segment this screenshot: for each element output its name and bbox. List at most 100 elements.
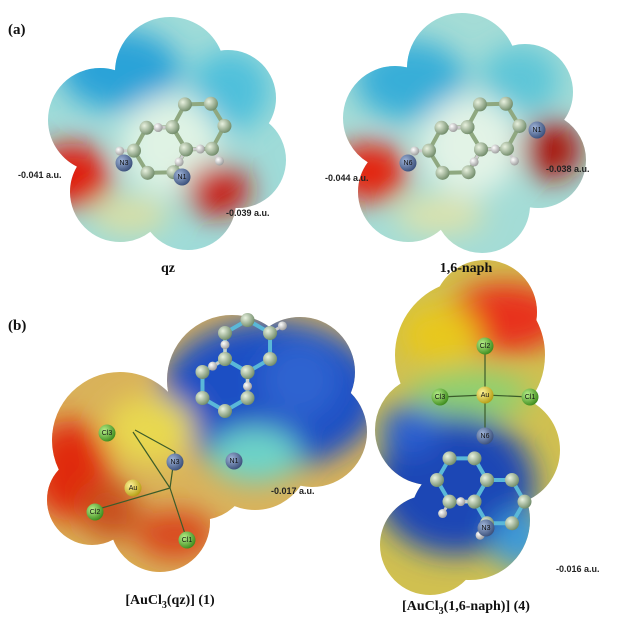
atom [472, 97, 487, 112]
coordination-bond [94, 487, 171, 511]
atom [263, 326, 278, 340]
atom [218, 404, 232, 418]
atom [512, 118, 527, 133]
atom [177, 97, 192, 112]
atom [430, 473, 444, 487]
atom-label: N3 [171, 459, 180, 466]
caption-part: (1,6-naph)] (4) [444, 599, 531, 614]
atom-label: Cl1 [525, 394, 536, 401]
atom-label: Au [481, 392, 490, 399]
atom-label: N1 [178, 174, 187, 181]
atom [467, 451, 482, 466]
map-spot [343, 142, 408, 202]
atom [240, 365, 255, 379]
coordination-bond [169, 487, 188, 541]
potential-value: -0.016 a.u. [556, 564, 600, 574]
hydrogen [243, 381, 253, 391]
atom [173, 168, 191, 186]
atom-label: N1 [533, 127, 542, 134]
atom [442, 494, 457, 509]
map-spot [380, 405, 440, 455]
atom-label: Au [129, 485, 138, 492]
atom-label: N6 [404, 160, 413, 167]
atom [263, 352, 278, 366]
atom-label: N1 [230, 458, 239, 465]
atom [476, 386, 494, 404]
atom-label: Cl3 [102, 430, 113, 437]
hydrogen [410, 146, 420, 156]
map-spot [490, 510, 550, 570]
potential-value: -0.039 a.u. [226, 208, 270, 218]
atom-label: N6 [481, 433, 490, 440]
atom-label: N3 [120, 160, 129, 167]
caption-part: [AuCl [125, 593, 162, 608]
map-spot [480, 45, 560, 115]
atom [467, 494, 482, 509]
coordination-bond [134, 429, 176, 453]
atom-label: N3 [482, 525, 491, 532]
atom [166, 453, 184, 471]
caption: 1,6-naph [440, 261, 493, 276]
atom [225, 452, 243, 470]
atom [140, 165, 155, 180]
atom [517, 494, 532, 509]
atom [240, 313, 255, 327]
potential-value: -0.017 a.u. [271, 486, 315, 496]
hydrogen [456, 497, 466, 507]
atom-label: Cl2 [480, 343, 491, 350]
map-spot [260, 340, 340, 420]
atom [476, 337, 494, 355]
atom [195, 391, 210, 405]
atom [480, 473, 494, 487]
atom [127, 143, 142, 158]
atom [505, 516, 519, 531]
atom [434, 120, 449, 135]
caption: qz [161, 261, 175, 276]
molecule [195, 313, 287, 418]
atom [203, 96, 218, 111]
coordination-bond [132, 431, 171, 489]
caption: [AuCl3(1,6-naph)] (4) [402, 599, 530, 617]
hydrogen [277, 321, 287, 331]
atom [195, 365, 210, 379]
map-spot [210, 427, 300, 483]
panel-label: (b) [8, 318, 26, 334]
caption-part: (qz)] (1) [167, 593, 215, 608]
atom [499, 141, 514, 156]
atom-label: Cl3 [435, 394, 446, 401]
atom [521, 388, 539, 406]
atom [178, 142, 193, 157]
atom-label: Cl1 [182, 537, 193, 544]
caption-part: 3 [162, 600, 167, 611]
map-spot [105, 395, 195, 465]
hydrogen [115, 146, 125, 156]
atom [461, 165, 476, 180]
atom [124, 479, 142, 497]
map-spot [400, 305, 480, 365]
potential-value: -0.044 a.u. [325, 173, 369, 183]
atom [240, 391, 255, 405]
atom [115, 154, 133, 172]
atom [505, 473, 519, 487]
atom [477, 519, 495, 537]
potential-value: -0.038 a.u. [546, 164, 590, 174]
atom [98, 424, 116, 442]
map-spot [90, 195, 170, 235]
atom [217, 118, 232, 133]
hydrogen [469, 157, 479, 167]
hydrogen [220, 340, 230, 350]
potential-value: -0.041 a.u. [18, 170, 62, 180]
map-spot [395, 195, 485, 235]
atom [165, 120, 180, 135]
atom [218, 352, 232, 366]
atom [204, 141, 219, 156]
map-spot [410, 370, 530, 420]
atom [422, 143, 437, 158]
hydrogen [214, 156, 224, 166]
map-spot [80, 480, 140, 540]
map-field [375, 283, 560, 570]
hydrogen [509, 156, 519, 166]
hydrogen [208, 361, 218, 371]
